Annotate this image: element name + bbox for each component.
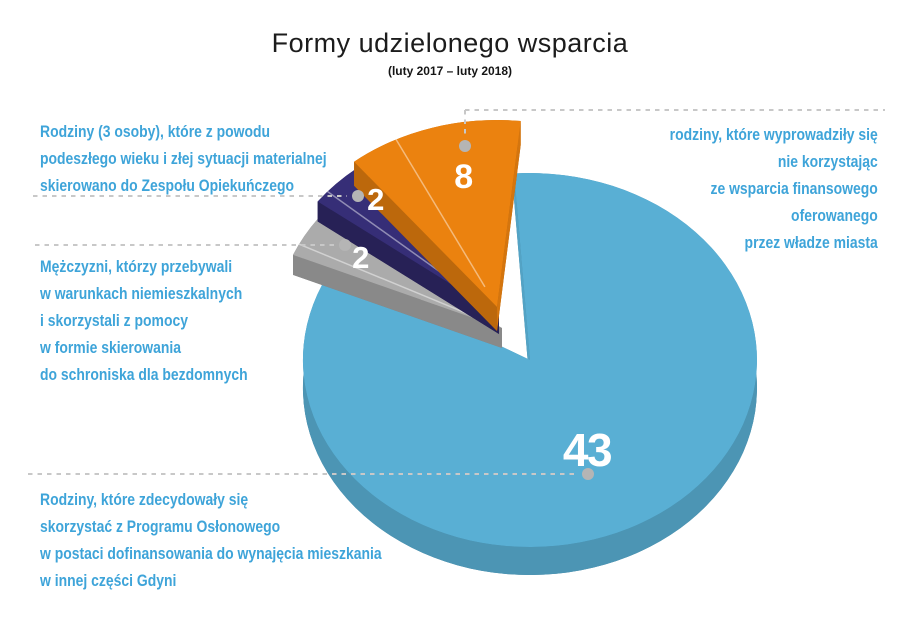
slice-edge xyxy=(293,254,502,348)
annotation-line: w innej części Gdyni xyxy=(40,571,177,590)
leader-dot xyxy=(352,190,364,202)
slice-value-shelter_men: 2 xyxy=(352,240,368,275)
annotation-line: Rodziny (3 osoby), które z powodu xyxy=(40,122,271,141)
annotation-line: nie korzystając xyxy=(778,152,878,171)
slice-edge xyxy=(497,121,521,331)
slice-highlight xyxy=(395,139,486,288)
pie-slice-moved_out xyxy=(354,119,521,331)
annotation-line: w postaci dofinansowania do wynajęcia mi… xyxy=(40,544,382,563)
annotation-line: oferowanego xyxy=(791,206,878,225)
leader-lines xyxy=(28,109,885,480)
slice-edge xyxy=(514,173,530,388)
annotation-line: Mężczyzni, którzy przebywali xyxy=(40,257,233,276)
leader-dot xyxy=(459,140,471,152)
slice-value-care_team: 2 xyxy=(367,182,383,217)
annotation-line: w warunkach niemieszkalnych xyxy=(40,284,243,303)
slice-edge xyxy=(317,201,499,334)
annotation-line: w formie skierowania xyxy=(40,338,182,357)
slice-top xyxy=(302,173,757,548)
leader-dot xyxy=(582,468,594,480)
annotation-care-team: Rodziny (3 osoby), które z powodu podesz… xyxy=(40,118,327,199)
leader-dot xyxy=(339,239,351,251)
annotation-line: ze wsparcia finansowego xyxy=(710,179,878,198)
chart-subtitle: (luty 2017 – luty 2018) xyxy=(387,64,513,78)
annotation-line: podeszłego wieku i złej sytuacji materia… xyxy=(40,149,327,168)
pie-slice-program_oslonowy xyxy=(302,173,757,576)
annotation-line: Rodziny, które zdecydowały się xyxy=(40,490,249,509)
annotation-line: do schroniska dla bezdomnych xyxy=(40,365,248,384)
slice-value-moved_out: 8 xyxy=(454,158,472,196)
annotation-moved-out: rodziny, które wyprowadziły się nie korz… xyxy=(670,121,878,256)
annotation-program-oslonowy: Rodziny, które zdecydowały się skorzysta… xyxy=(40,486,382,594)
slice-value-program_oslonowy: 43 xyxy=(563,424,611,476)
annotation-line: i skorzystali z pomocy xyxy=(40,311,188,330)
slice-edge xyxy=(354,161,497,331)
annotation-line: rodziny, które wyprowadziły się xyxy=(669,125,878,144)
annotation-line: skorzystać z Programu Osłonowego xyxy=(40,517,281,536)
slice-top xyxy=(354,119,521,307)
annotation-shelter-men: Mężczyzni, którzy przebywali w warunkach… xyxy=(40,253,248,388)
chart-title: Formy udzielonego wsparcia xyxy=(271,28,629,58)
annotation-line: skierowano do Zespołu Opiekuńczego xyxy=(40,176,295,195)
annotation-line: przez władze miasta xyxy=(744,233,878,252)
slice-highlight xyxy=(298,243,478,319)
